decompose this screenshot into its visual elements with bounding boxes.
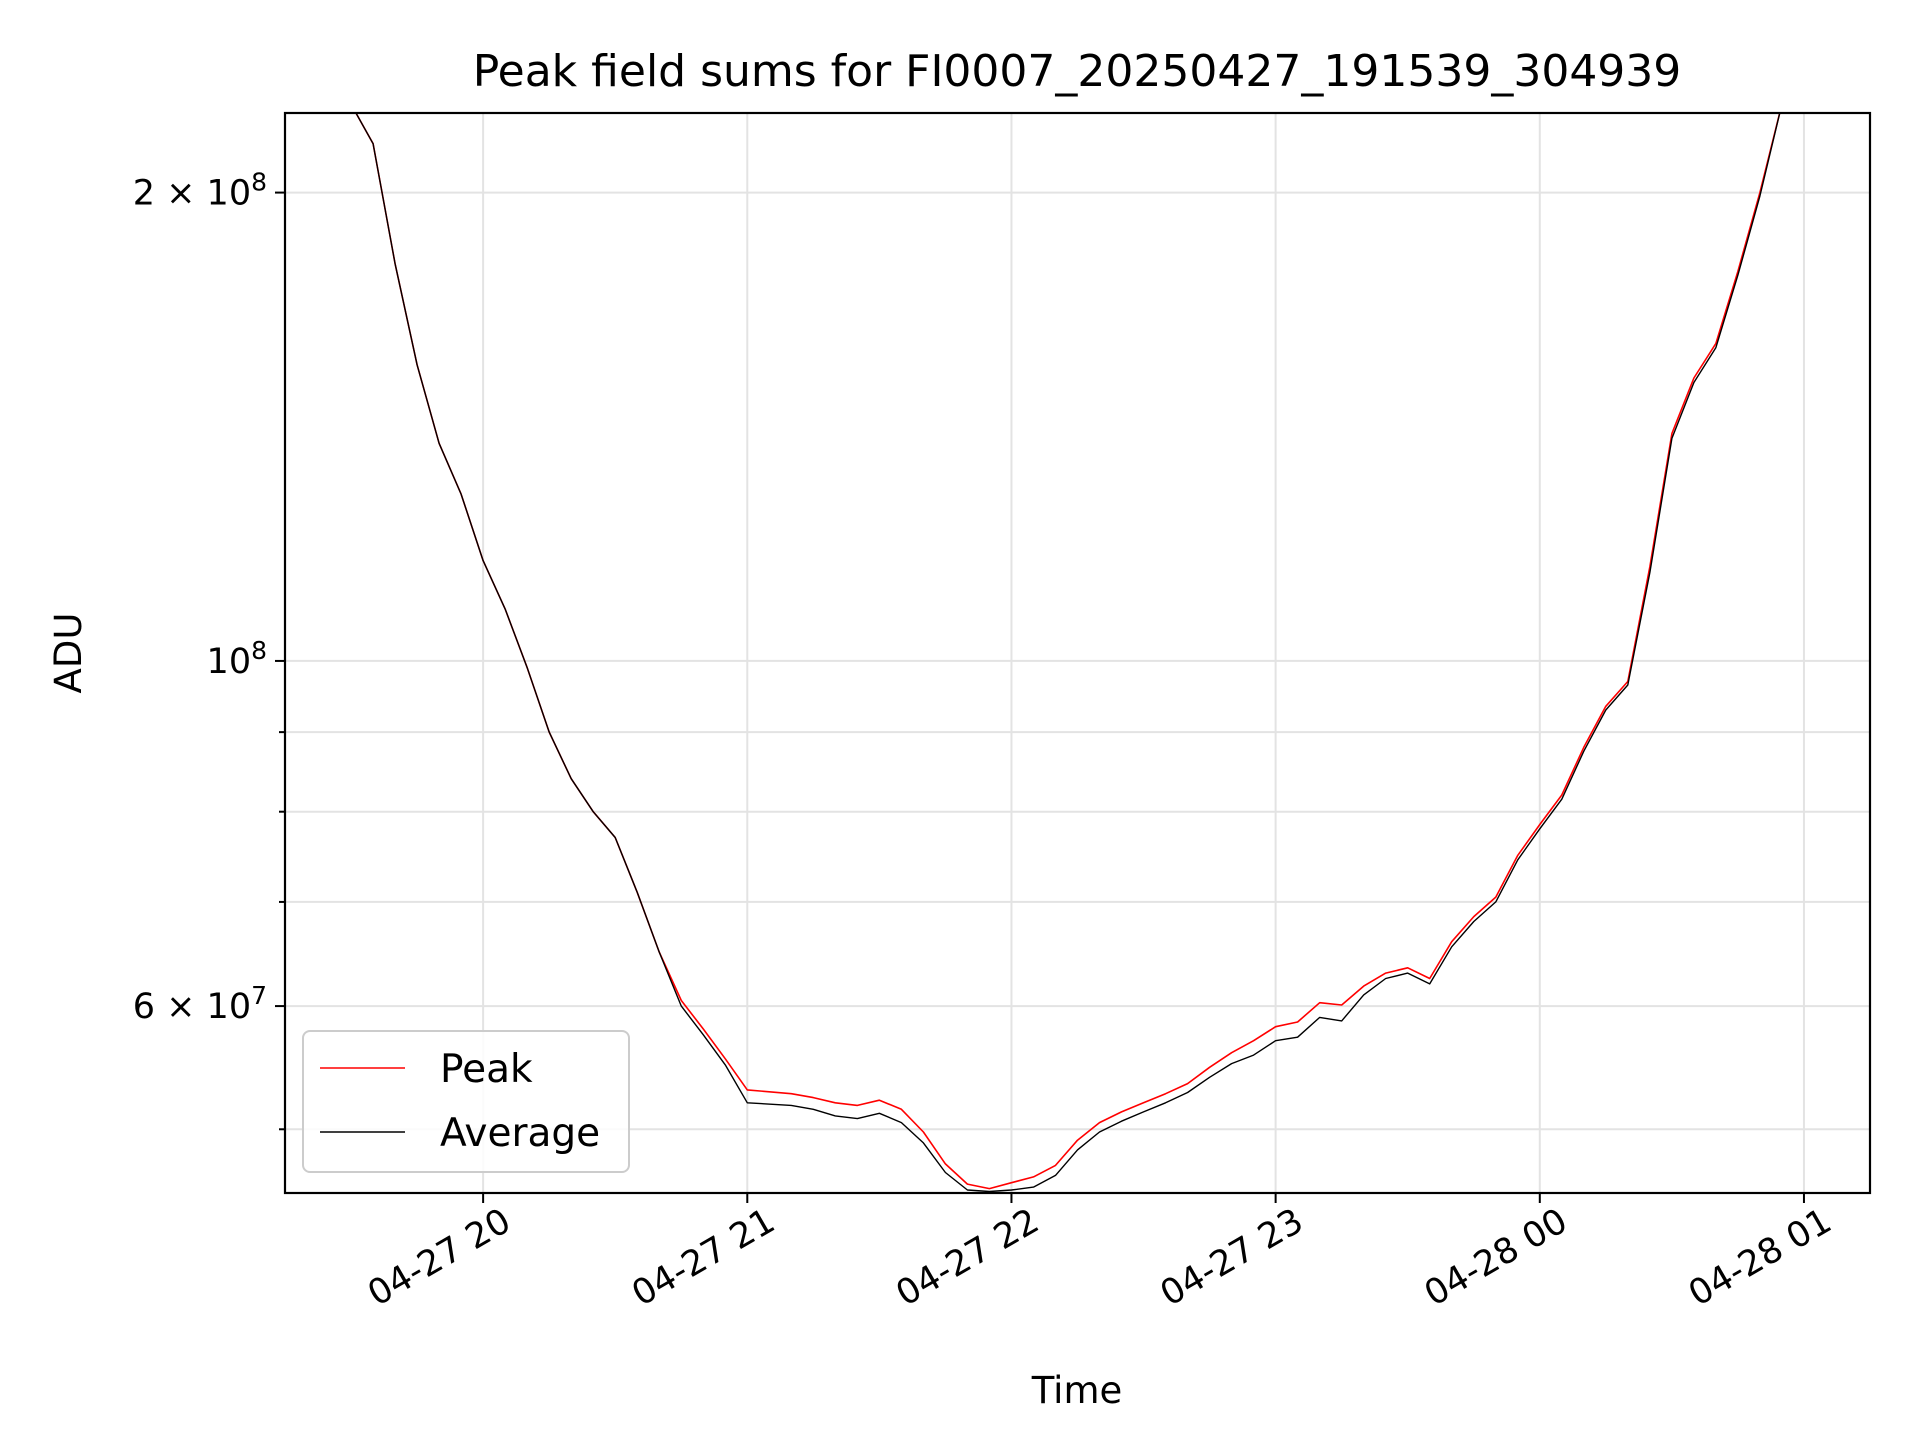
plot-frame: [283, 111, 1872, 1195]
series-line-average: [355, 113, 1781, 1193]
grid-layer: [285, 113, 1870, 1193]
series-line-peak: [355, 113, 1781, 1190]
x-tick-label: 04-27 22: [890, 1201, 1046, 1314]
x-tick-label: 04-27 21: [626, 1201, 782, 1314]
x-tick-label: 04-28 01: [1682, 1201, 1838, 1314]
x-tick-label: 04-28 00: [1418, 1201, 1574, 1314]
x-axis-label: Time: [1031, 1369, 1123, 1412]
series-layer: [355, 113, 1781, 1193]
y-tick-label: 108: [207, 636, 267, 682]
legend-box: [302, 1030, 630, 1173]
y-tick-label: 2 × 108: [133, 168, 267, 214]
legend: Peak Average: [302, 1030, 630, 1173]
legend-label-peak: Peak: [440, 1047, 533, 1092]
y-tick-label: 6 × 107: [133, 981, 267, 1027]
chart-title: Peak field sums for FI0007_20250427_1915…: [473, 46, 1682, 97]
legend-label-average: Average: [440, 1111, 600, 1156]
y-axis-label: ADU: [47, 613, 90, 694]
x-tick-label: 04-27 23: [1154, 1201, 1310, 1314]
x-tick-label: 04-27 20: [361, 1201, 517, 1314]
